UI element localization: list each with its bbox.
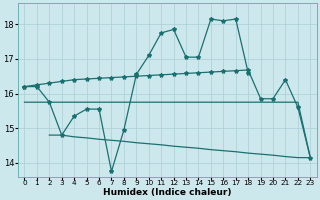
X-axis label: Humidex (Indice chaleur): Humidex (Indice chaleur) <box>103 188 232 197</box>
